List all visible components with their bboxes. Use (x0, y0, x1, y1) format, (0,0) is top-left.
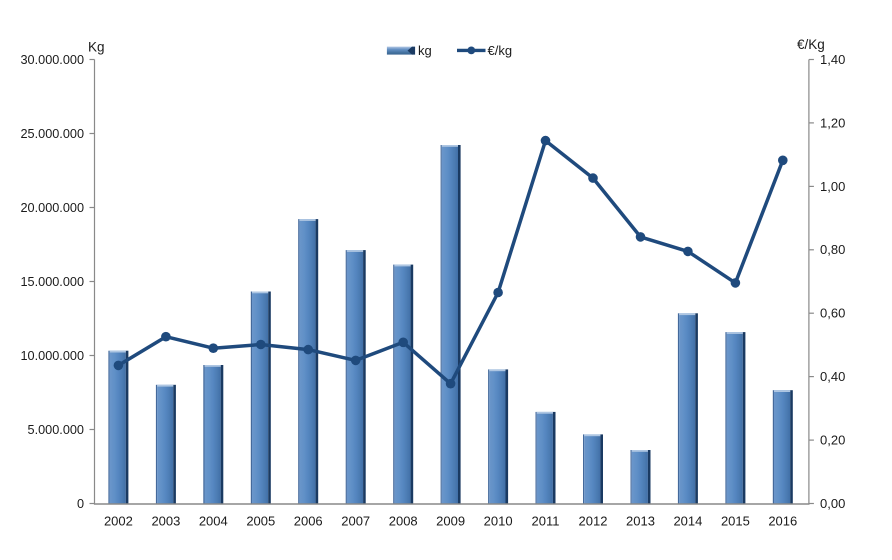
svg-text:0: 0 (77, 497, 84, 511)
svg-text:2006: 2006 (294, 514, 323, 529)
svg-text:5.000.000: 5.000.000 (28, 423, 84, 437)
svg-text:2015: 2015 (721, 514, 750, 529)
svg-text:1,20: 1,20 (820, 115, 845, 130)
svg-text:0,20: 0,20 (820, 433, 845, 448)
svg-text:2013: 2013 (626, 514, 655, 529)
svg-text:2011: 2011 (532, 514, 560, 529)
svg-text:2002: 2002 (104, 514, 133, 529)
svg-text:1,40: 1,40 (820, 52, 845, 67)
svg-text:€/kg: €/kg (488, 43, 513, 58)
svg-text:2007: 2007 (341, 514, 370, 529)
svg-text:1,00: 1,00 (820, 179, 845, 194)
svg-text:Kg: Kg (88, 40, 105, 55)
svg-text:15.000.000: 15.000.000 (21, 275, 85, 289)
svg-text:2008: 2008 (389, 514, 418, 529)
svg-text:2012: 2012 (579, 514, 608, 529)
svg-text:10.000.000: 10.000.000 (21, 349, 85, 363)
svg-text:2005: 2005 (246, 514, 275, 529)
svg-text:2010: 2010 (484, 514, 513, 529)
svg-text:2009: 2009 (436, 514, 465, 529)
svg-text:2003: 2003 (151, 514, 180, 529)
svg-text:25.000.000: 25.000.000 (21, 127, 85, 141)
svg-text:€/Kg: €/Kg (797, 37, 825, 52)
svg-text:2004: 2004 (199, 514, 228, 529)
svg-text:kg: kg (418, 43, 432, 58)
svg-text:0,80: 0,80 (820, 242, 845, 257)
svg-text:2016: 2016 (768, 514, 797, 529)
svg-text:20.000.000: 20.000.000 (21, 201, 85, 215)
svg-text:30.000.000: 30.000.000 (21, 53, 85, 67)
svg-text:0,00: 0,00 (820, 496, 845, 511)
svg-text:0,40: 0,40 (820, 369, 845, 384)
svg-text:2014: 2014 (673, 514, 702, 529)
svg-text:0,60: 0,60 (820, 306, 845, 321)
